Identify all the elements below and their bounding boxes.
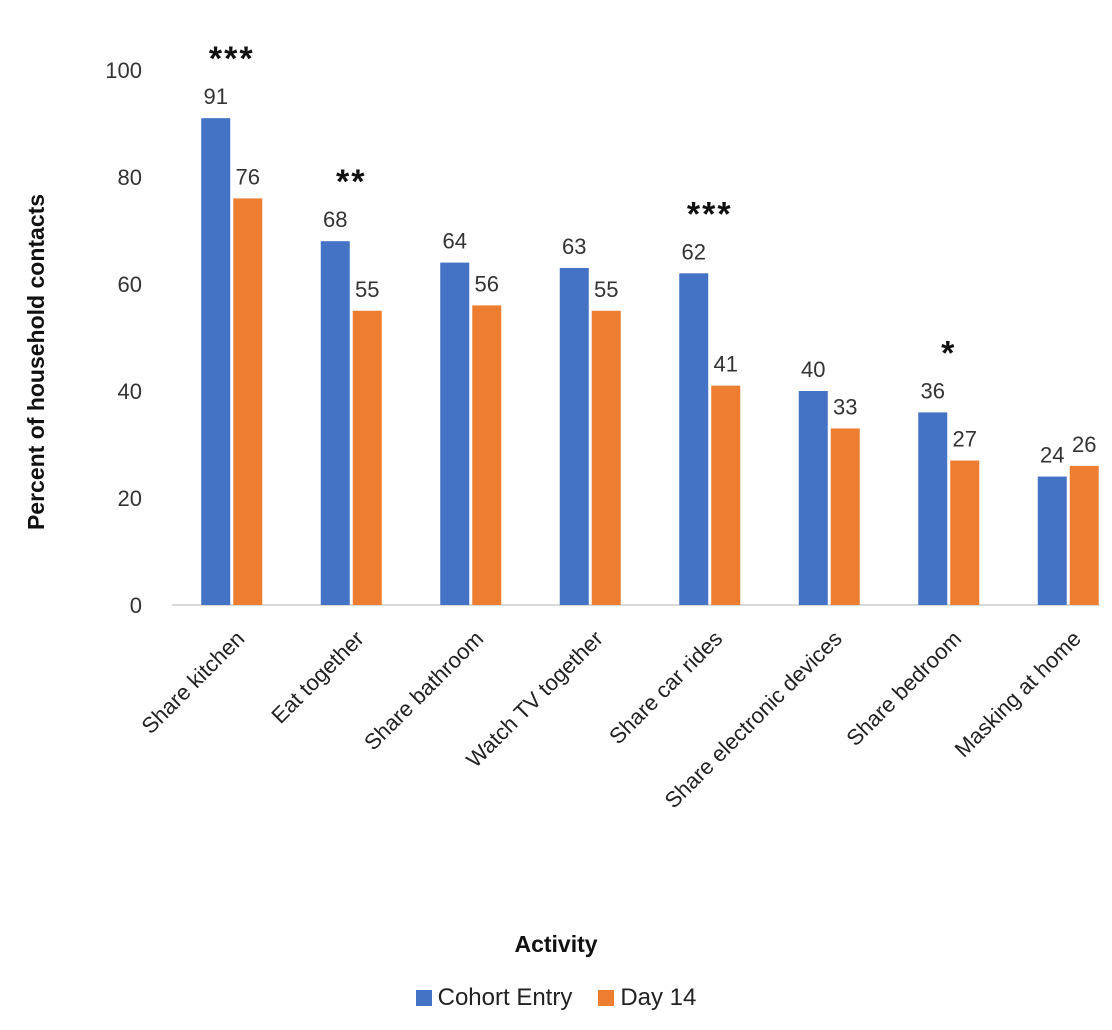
bar-cohort-entry — [679, 273, 709, 605]
significance-marker: * — [941, 334, 956, 372]
y-tick-label: 0 — [130, 593, 142, 618]
legend: Cohort Entry Day 14 — [0, 984, 1112, 1012]
x-axis-title: Activity — [514, 931, 597, 957]
data-label: 33 — [833, 394, 857, 419]
data-label: 76 — [236, 164, 260, 189]
bar-cohort-entry — [1037, 476, 1067, 605]
bar-day-14 — [950, 460, 980, 605]
bar-cohort-entry — [798, 391, 828, 605]
data-label: 55 — [355, 277, 379, 302]
y-tick-label: 60 — [118, 272, 142, 297]
data-label: 64 — [443, 229, 467, 254]
significance-marker: *** — [687, 195, 733, 233]
y-axis-ticks: 0 20 40 60 80 100 — [105, 58, 142, 618]
significance-marker: ** — [336, 163, 366, 201]
category-label: Eat together — [266, 626, 368, 728]
y-axis-title: Percent of household contacts — [23, 194, 49, 530]
category-label: Share kitchen — [136, 626, 249, 739]
legend-item-day-14: Day 14 — [598, 984, 696, 1012]
legend-swatch-cohort-entry — [415, 990, 432, 1006]
bar-cohort-entry — [201, 118, 231, 606]
data-label: 91 — [204, 84, 228, 109]
bar-day-14 — [352, 310, 382, 605]
bar-cohort-entry — [559, 267, 589, 605]
legend-swatch-day-14 — [598, 990, 615, 1006]
data-label: 63 — [562, 234, 586, 259]
significance-marker: *** — [209, 40, 255, 78]
bar-cohort-entry — [320, 241, 350, 605]
y-tick-label: 80 — [118, 165, 142, 190]
legend-label-day-14: Day 14 — [620, 984, 697, 1011]
data-label: 27 — [953, 427, 977, 452]
bar-day-14 — [830, 428, 860, 605]
bar-day-14 — [233, 198, 263, 605]
legend-label-cohort-entry: Cohort Entry — [437, 984, 573, 1011]
significance-markers: ********* — [209, 40, 956, 372]
legend-item-cohort-entry: Cohort Entry — [415, 984, 573, 1012]
bar-day-14 — [1069, 465, 1099, 605]
data-label: 26 — [1072, 432, 1096, 457]
data-label: 41 — [714, 352, 738, 377]
category-label: Share car rides — [604, 626, 727, 749]
y-tick-label: 100 — [105, 58, 142, 83]
data-label: 68 — [323, 207, 347, 232]
bar-day-14 — [472, 305, 502, 605]
bar-cohort-entry — [918, 412, 948, 605]
category-label: Share bedroom — [841, 626, 966, 751]
bar-chart: 0 20 40 60 80 100 91 76 68 55 64 56 63 55 62 41 40 33 36 2… — [23, 40, 1100, 957]
data-label: 24 — [1040, 443, 1064, 468]
bar-day-14 — [591, 310, 621, 605]
bar-cohort-entry — [440, 262, 470, 605]
category-label: Masking at home — [950, 626, 1086, 762]
category-label: Share bathroom — [359, 626, 488, 755]
bars — [201, 118, 1099, 606]
data-label: 40 — [801, 357, 825, 382]
y-tick-label: 40 — [118, 379, 142, 404]
y-tick-label: 20 — [118, 486, 142, 511]
data-labels: 91 76 68 55 64 56 63 55 62 41 40 33 36 27 24 26 — [204, 84, 1097, 467]
bar-day-14 — [711, 385, 741, 605]
data-label: 56 — [475, 271, 499, 296]
data-label: 62 — [682, 239, 706, 264]
data-label: 36 — [921, 378, 945, 403]
data-label: 55 — [594, 277, 618, 302]
